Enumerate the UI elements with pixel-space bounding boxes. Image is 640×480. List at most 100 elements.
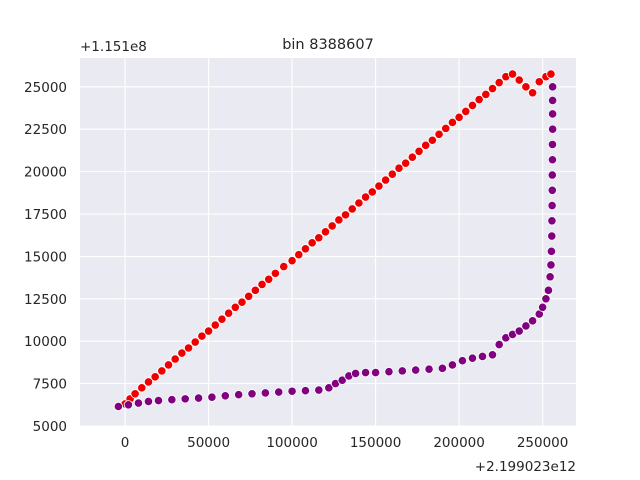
y-axis-offset-label: +1.151e8	[80, 39, 147, 55]
data-point	[133, 398, 144, 408]
data-point	[207, 392, 217, 402]
data-point	[487, 83, 498, 94]
x-tick-label: 150000	[350, 435, 402, 451]
data-point	[548, 95, 558, 106]
data-point	[441, 123, 451, 133]
data-point	[447, 117, 458, 128]
data-point	[300, 244, 311, 254]
data-point	[217, 314, 227, 324]
x-tick-label: 200000	[433, 435, 485, 451]
data-point	[170, 354, 180, 364]
data-point	[327, 221, 337, 231]
data-point	[547, 139, 558, 150]
data-point	[350, 368, 361, 379]
data-point	[193, 393, 204, 403]
data-point	[481, 89, 491, 100]
data-point	[347, 204, 357, 214]
data-point	[467, 100, 478, 111]
chart-title: bin 8388607	[282, 37, 374, 53]
data-point	[548, 124, 558, 134]
data-point	[457, 356, 468, 366]
data-point	[274, 387, 284, 397]
data-point	[547, 185, 557, 195]
data-point	[320, 227, 331, 237]
data-point	[407, 152, 417, 162]
y-tick-label: 25000	[24, 80, 67, 96]
data-point	[514, 75, 524, 85]
data-point	[324, 383, 334, 393]
x-axis-offset-label: +2.199023e12	[475, 459, 576, 475]
data-point	[546, 260, 556, 270]
data-point	[250, 285, 260, 295]
data-point	[547, 231, 557, 241]
data-point	[287, 256, 297, 266]
data-point	[546, 246, 557, 256]
data-point	[244, 291, 254, 301]
data-point	[477, 351, 488, 362]
data-point	[394, 163, 404, 173]
data-point	[163, 360, 174, 370]
data-point	[547, 170, 557, 180]
data-point	[157, 366, 167, 376]
data-point	[534, 77, 544, 87]
data-point	[521, 82, 531, 92]
data-point	[424, 364, 434, 374]
data-point	[197, 331, 207, 341]
data-point	[537, 302, 548, 312]
data-point	[367, 187, 377, 197]
data-point	[548, 82, 558, 92]
data-point	[461, 106, 471, 117]
y-tick-label: 10000	[24, 334, 67, 350]
data-point	[411, 365, 421, 375]
data-point	[487, 350, 498, 360]
series-layer	[113, 69, 558, 412]
y-axis-ticks: 5000 7500 10000 12500 15000 17500 20000 22500 25…	[24, 80, 67, 435]
data-point	[294, 250, 304, 260]
data-point	[521, 321, 531, 331]
data-point	[257, 279, 267, 289]
data-point	[421, 140, 431, 150]
data-point	[547, 155, 558, 165]
data-point	[264, 274, 274, 284]
data-point	[183, 343, 194, 353]
data-point	[167, 395, 177, 405]
data-point	[150, 372, 160, 382]
data-point	[384, 367, 394, 377]
y-tick-label: 17500	[24, 207, 67, 223]
data-point	[224, 308, 234, 318]
data-point	[314, 233, 324, 243]
data-point	[547, 200, 557, 211]
data-point	[374, 181, 384, 191]
series-2	[113, 82, 558, 412]
data-point	[467, 353, 478, 363]
data-point	[234, 390, 244, 400]
data-point	[230, 302, 240, 312]
data-point	[300, 386, 311, 396]
data-point	[287, 386, 297, 396]
data-point	[454, 112, 464, 122]
data-point	[370, 367, 381, 378]
data-point	[143, 377, 154, 387]
data-point	[527, 88, 538, 98]
data-point	[143, 396, 154, 407]
data-point	[130, 389, 140, 399]
data-point	[414, 146, 424, 156]
data-point	[437, 363, 447, 373]
data-point	[260, 388, 270, 398]
data-point	[210, 320, 220, 330]
data-point	[547, 216, 557, 226]
data-point	[360, 192, 371, 202]
data-point	[381, 175, 391, 185]
data-point	[514, 326, 524, 336]
data-point	[190, 337, 200, 347]
data-point	[247, 389, 257, 399]
data-point	[401, 158, 411, 168]
data-point	[427, 135, 437, 145]
data-point	[387, 169, 397, 179]
data-point	[237, 297, 247, 307]
data-point	[137, 383, 147, 393]
data-point	[354, 198, 364, 208]
data-point	[447, 360, 458, 370]
x-tick-label: 0	[121, 435, 130, 451]
